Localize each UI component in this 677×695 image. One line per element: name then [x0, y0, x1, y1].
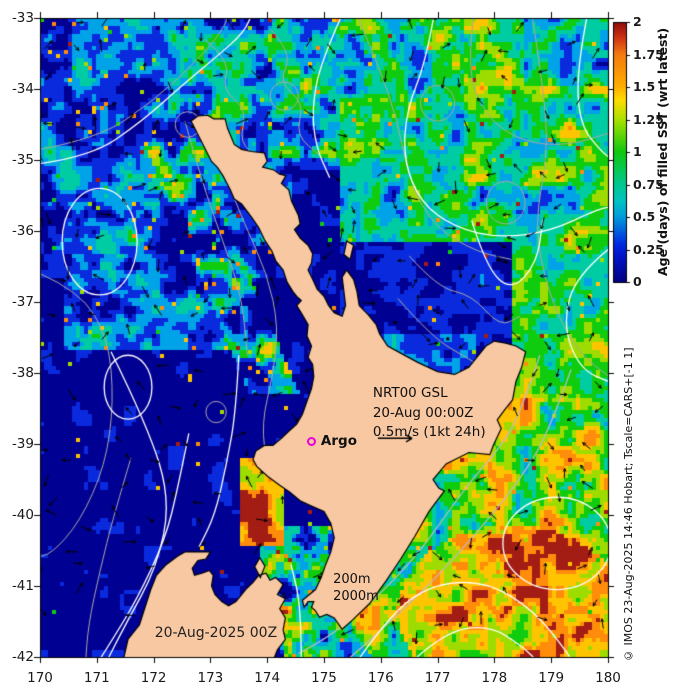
x-tick-label: 175: [311, 670, 337, 686]
model-name-text: NRT00 GSL: [372, 385, 448, 402]
argo-float-marker-icon: [306, 437, 316, 447]
y-tick-label: -40: [11, 507, 34, 523]
colorbar-tick-label: 0.5: [633, 209, 656, 224]
y-tick-label: -33: [11, 10, 34, 26]
colorbar-tick-label: 0: [633, 274, 642, 289]
y-tick-label: -41: [11, 578, 34, 594]
y-tick-label: -38: [11, 365, 34, 381]
x-tick-label: 172: [140, 670, 167, 686]
colorbar-tick-label: 1: [633, 144, 642, 159]
y-tick-label: -37: [11, 294, 34, 310]
x-tick-label: 176: [367, 670, 394, 686]
colorbar-tick-label: 1.25: [633, 111, 664, 127]
x-tick-label: 177: [424, 670, 451, 686]
velocity-scale-text: 0.5m/s (1kt 24h): [372, 424, 486, 441]
copyright-credit: © IMOS 23-Aug-2025 14:46 Hobart; Tscale=…: [622, 347, 635, 662]
y-tick-label: -34: [11, 81, 34, 97]
model-info-annotation: NRT00 GSL 20-Aug 00:00Z 0.5m/s (1kt 24h): [373, 384, 486, 443]
x-tick-label: 180: [595, 670, 621, 686]
y-tick-label: -36: [11, 223, 34, 239]
y-tick-label: -39: [11, 436, 34, 452]
depth-2000m-label: 2000m: [333, 589, 379, 605]
x-tick-label: 173: [197, 670, 224, 686]
argo-label: Argo: [320, 433, 357, 450]
colorbar-tick-label: 0.75: [633, 176, 664, 192]
x-tick-label: 178: [481, 670, 508, 686]
x-tick-label: 171: [83, 670, 110, 686]
colorbar-tick-label: 1.75: [633, 46, 664, 62]
colorbar-tick-label: 2: [633, 14, 642, 29]
depth-200m-label: 200m: [333, 572, 371, 588]
x-tick-label: 170: [27, 670, 53, 686]
x-tick-label: 179: [538, 670, 565, 686]
colorbar-tick-label: 0.25: [633, 241, 664, 257]
y-tick-label: -42: [11, 649, 34, 665]
colorbar-tick-label: 1.5: [633, 79, 656, 94]
y-tick-label: -35: [11, 152, 34, 168]
analysis-date-label: 20-Aug-2025 00Z: [154, 625, 278, 642]
model-time-text: 20-Aug 00:00Z: [372, 404, 474, 421]
x-tick-label: 174: [254, 670, 281, 686]
